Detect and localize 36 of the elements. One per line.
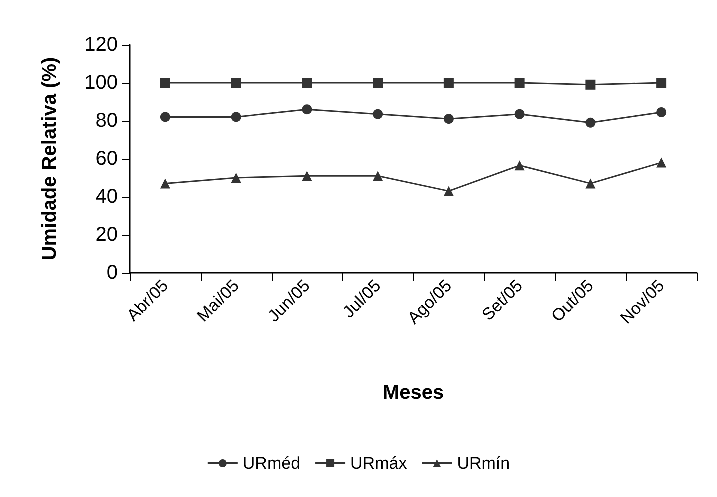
point (514, 109, 525, 120)
point (514, 78, 525, 88)
point (444, 186, 454, 196)
point (444, 78, 454, 88)
legend-label: URmáx (350, 454, 408, 473)
y-tick-label: 60 (96, 148, 118, 170)
point (586, 80, 596, 90)
y-tick-label: 40 (96, 186, 118, 208)
y-tick-label: 20 (96, 224, 118, 246)
point (302, 171, 312, 182)
y-axis-title: Umidade Relativa (%) (39, 57, 61, 261)
point (373, 109, 384, 120)
point (656, 107, 667, 118)
point (302, 104, 312, 115)
y-tick-label: 0 (106, 262, 118, 284)
point (160, 112, 170, 122)
y-tick-label: 120 (84, 34, 118, 56)
point (231, 78, 242, 88)
point (160, 78, 170, 88)
point (160, 178, 170, 189)
point (514, 160, 525, 171)
point (231, 112, 242, 122)
point (231, 173, 242, 183)
point (373, 171, 384, 182)
point (586, 118, 596, 128)
y-tick-label: 80 (96, 110, 118, 132)
point (586, 178, 596, 189)
legend-label: URmín (457, 454, 510, 473)
point (656, 78, 667, 88)
point (373, 78, 384, 88)
point (444, 114, 454, 124)
y-tick-label: 100 (84, 72, 118, 94)
legend-label: URméd (242, 454, 301, 473)
x-axis-title: Meses (382, 382, 444, 404)
point (302, 78, 312, 88)
point (656, 158, 667, 168)
